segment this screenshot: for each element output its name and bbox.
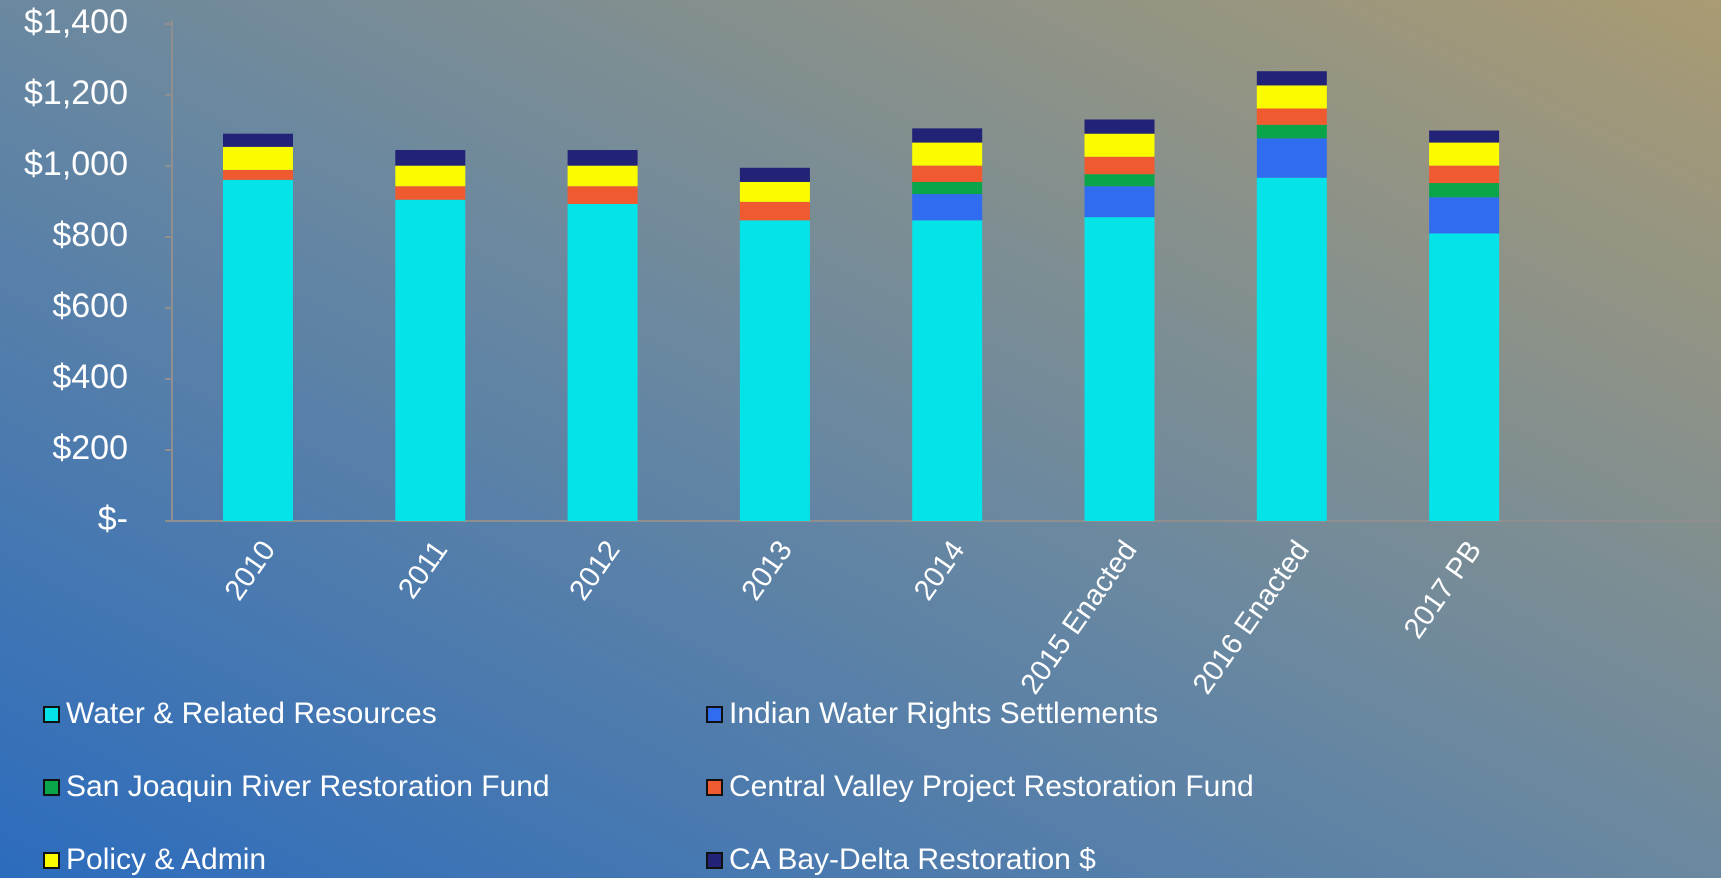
bar-segment: [1256, 124, 1327, 139]
bar-segment: [223, 169, 293, 180]
legend-swatch: [43, 852, 60, 869]
legend-label: San Joaquin River Restoration Fund: [66, 770, 550, 803]
bar-segment: [1429, 130, 1500, 143]
x-tick-label: 2017 PB: [1398, 535, 1488, 644]
bar-segment: [1429, 233, 1500, 521]
bar-segment: [567, 165, 638, 187]
bar-segment: [1256, 177, 1327, 521]
bar-segment: [567, 203, 638, 522]
bar-segment: [1084, 156, 1155, 175]
y-tick-label: $1,200: [24, 74, 128, 112]
bar-segment: [739, 167, 810, 182]
bar-segment: [912, 128, 983, 143]
bar-segment: [395, 150, 466, 166]
bar-segment: [1084, 133, 1155, 157]
bar-segment: [912, 220, 983, 521]
bar-segment: [739, 220, 810, 521]
bar-segment: [1084, 186, 1155, 218]
legend-label: Policy & Admin: [66, 843, 266, 876]
legend-label: Water & Related Resources: [66, 697, 437, 730]
bar-segment: [567, 186, 638, 204]
legend-swatch: [706, 706, 723, 723]
bar-segment: [739, 201, 810, 221]
bar-segment: [1256, 85, 1327, 109]
bar-segment: [1429, 165, 1500, 184]
y-tick-label: $-: [98, 500, 128, 538]
bar-segment: [395, 199, 466, 521]
bar-segment: [223, 146, 293, 170]
y-tick-label: $1,400: [24, 3, 128, 41]
bar-segment: [223, 133, 293, 147]
bar-segment: [395, 165, 466, 187]
x-tick-label: 2016 Enacted: [1187, 535, 1316, 700]
bar-segment: [912, 165, 983, 182]
x-tick-label: 2011: [392, 535, 454, 604]
bar-segment: [912, 142, 983, 166]
bar-segment: [1256, 108, 1327, 125]
y-tick-label: $800: [52, 216, 128, 254]
legend-swatch: [706, 852, 723, 869]
legend-label: CA Bay-Delta Restoration $: [729, 843, 1096, 876]
legend-label: Indian Water Rights Settlements: [729, 697, 1158, 730]
bar-segment: [1429, 142, 1500, 166]
x-tick-label: 2015 Enacted: [1015, 535, 1144, 700]
bar-segment: [912, 194, 983, 221]
bar-segment: [395, 186, 466, 200]
bar-segment: [912, 181, 983, 195]
y-tick-label: $200: [52, 429, 128, 467]
bar-segment: [567, 150, 638, 166]
legend-swatch: [706, 779, 723, 796]
y-tick-label: $1,000: [24, 145, 128, 183]
bar-segment: [1084, 119, 1155, 134]
legend-label: Central Valley Project Restoration Fund: [729, 770, 1254, 803]
y-tick-label: $600: [52, 287, 128, 325]
x-tick-label: 2010: [219, 535, 282, 606]
bar-segment: [1429, 183, 1500, 198]
bar-segment: [1084, 217, 1155, 521]
bar-segment: [739, 181, 810, 202]
bar-segment: [223, 179, 293, 521]
x-tick-label: 2013: [736, 535, 799, 606]
legend-swatch: [43, 706, 60, 723]
bar-segment: [1256, 138, 1327, 178]
bar-segment: [1084, 174, 1155, 187]
x-tick-label: 2014: [908, 535, 971, 606]
x-tick-label: 2012: [563, 535, 626, 606]
legend-swatch: [43, 779, 60, 796]
bar-segment: [1256, 71, 1327, 86]
bar-segment: [1429, 197, 1500, 234]
y-tick-label: $400: [52, 358, 128, 396]
